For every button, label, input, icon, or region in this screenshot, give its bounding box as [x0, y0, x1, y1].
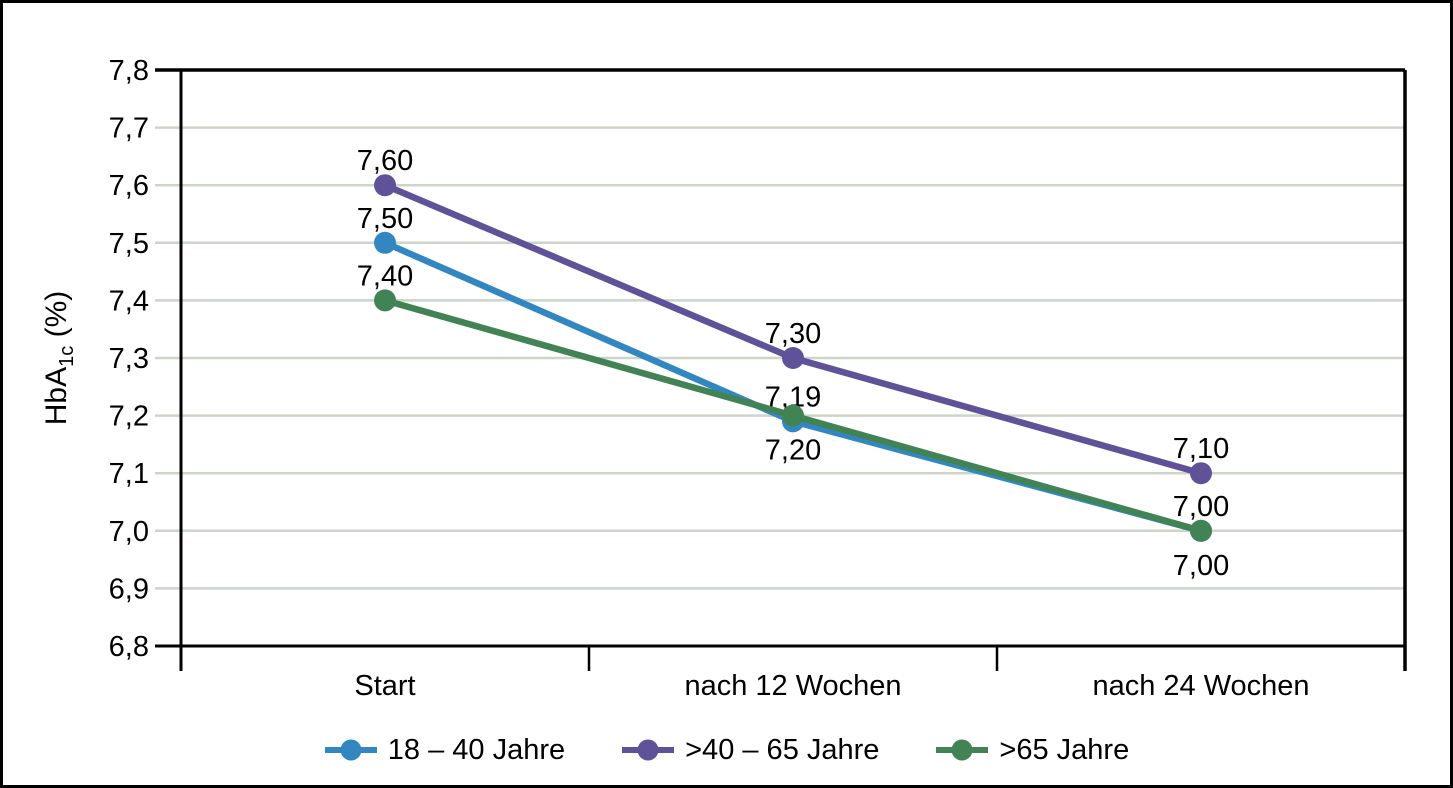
y-tick-label: 6,8: [109, 631, 149, 663]
data-point-marker: [1190, 462, 1212, 485]
x-tick-label: nach 24 Wochen: [1092, 670, 1309, 702]
data-point-marker: [782, 347, 804, 369]
y-axis-title-main: HbA: [40, 366, 73, 426]
legend-item: >40 – 65 Jahre: [621, 734, 879, 767]
x-tick-label: nach 12 Wochen: [684, 670, 901, 702]
data-point-marker: [374, 289, 396, 312]
y-axis-title-subscript: 1c: [56, 345, 78, 367]
data-point-label: 7,00: [1173, 491, 1229, 523]
y-axis-title: HbA1c (%): [40, 290, 78, 426]
y-tick-label: 7,2: [109, 401, 149, 433]
legend-label: >65 Jahre: [999, 733, 1130, 766]
data-point-label: 7,50: [357, 203, 413, 235]
legend-item: >65 Jahre: [935, 734, 1129, 767]
chart-canvas: 6,8 6,9 7,0 7,1 7,2 7,3 7,4 7,5 7,6 7,7 7,8 Start na…: [109, 55, 1407, 702]
data-point-label: 7,00: [1173, 550, 1229, 582]
y-tick-label: 7,1: [109, 458, 149, 490]
data-point-marker: [782, 404, 804, 427]
legend-item: 18 – 40 Jahre: [324, 734, 565, 767]
data-point-label: 7,10: [1173, 433, 1229, 465]
y-tick-label: 6,9: [109, 573, 149, 605]
data-point-label: 7,40: [357, 260, 413, 292]
y-tick-label: 7,7: [109, 113, 149, 145]
data-point-label: 7,60: [357, 145, 413, 177]
legend: 18 – 40 Jahre >40 – 65 Jahre >65 Jahre: [3, 719, 1450, 781]
legend-label: 18 – 40 Jahre: [387, 733, 566, 766]
y-tick-label: 7,8: [109, 55, 149, 87]
legend-line-marker-icon: [324, 739, 377, 761]
data-point-label: 7,20: [765, 435, 821, 467]
data-point-label: 7,30: [765, 318, 821, 350]
y-tick-label: 7,5: [109, 228, 149, 260]
x-tick-label: Start: [354, 670, 415, 702]
legend-line-marker-icon: [622, 739, 675, 761]
y-tick-label: 7,3: [109, 343, 149, 375]
data-point-marker: [374, 231, 396, 254]
y-tick-label: 7,4: [109, 285, 149, 317]
y-tick-label: 7,6: [109, 170, 149, 202]
data-point-marker: [1190, 519, 1212, 542]
y-tick-label: 7,0: [109, 516, 149, 548]
legend-line-marker-icon: [936, 739, 989, 761]
legend-label: >40 – 65 Jahre: [685, 733, 880, 766]
y-axis-title-suffix: (%): [40, 290, 73, 346]
data-point-marker: [374, 174, 396, 197]
